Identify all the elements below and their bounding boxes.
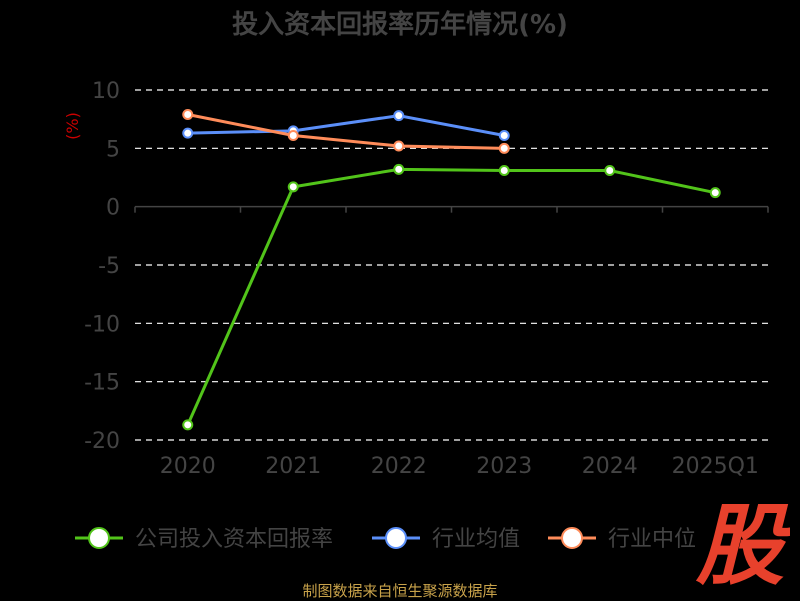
chart-title: 投入资本回报率历年情况(%) bbox=[232, 10, 568, 40]
series-group bbox=[182, 109, 721, 431]
legend-marker bbox=[88, 527, 110, 549]
y-tick-label: 0 bbox=[106, 196, 120, 221]
legend: 公司投入资本回报率 行业均值 行业中位 bbox=[75, 527, 696, 552]
data-point bbox=[393, 110, 405, 122]
y-tick-label: 10 bbox=[92, 79, 120, 104]
axes bbox=[134, 205, 769, 213]
y-tick-label: -15 bbox=[84, 371, 120, 396]
series-2 bbox=[182, 109, 510, 154]
series-0 bbox=[182, 163, 721, 431]
legend-label: 公司投入资本回报率 bbox=[135, 527, 333, 552]
y-tick-label: 5 bbox=[106, 137, 120, 162]
x-tick-label: 2023 bbox=[476, 454, 532, 479]
series-line bbox=[187, 114, 505, 137]
y-tick-label: -5 bbox=[98, 254, 120, 279]
x-tick-label: 2024 bbox=[582, 454, 638, 479]
y-tick-label: -20 bbox=[84, 429, 120, 454]
legend-marker bbox=[561, 527, 583, 549]
data-point bbox=[393, 140, 405, 152]
legend-label: 行业中位 bbox=[608, 527, 696, 552]
grid-lines bbox=[135, 89, 768, 441]
legend-item: 公司投入资本回报率 bbox=[75, 527, 333, 552]
legend-item: 行业均值 bbox=[372, 527, 520, 552]
series-line bbox=[187, 113, 505, 150]
data-point bbox=[604, 165, 616, 176]
data-source-note: 制图数据来自恒生聚源数据库 bbox=[302, 582, 498, 600]
x-tick-label: 2025Q1 bbox=[672, 454, 759, 479]
data-point bbox=[498, 165, 510, 176]
x-tick-label: 2022 bbox=[371, 454, 427, 479]
x-tick-label: 2020 bbox=[160, 454, 216, 479]
x-tick-labels: 2020 2021 2022 2023 2024 2025Q1 bbox=[160, 454, 759, 479]
data-point bbox=[498, 142, 510, 154]
data-point bbox=[287, 181, 299, 193]
legend-marker bbox=[385, 527, 407, 549]
data-point bbox=[287, 130, 299, 141]
y-axis-unit-label: (%) bbox=[63, 112, 82, 140]
data-point bbox=[709, 187, 721, 199]
series-line bbox=[186, 167, 716, 426]
stock-logo-icon: 股 bbox=[695, 498, 790, 590]
y-tick-label: -10 bbox=[84, 312, 120, 337]
data-point bbox=[182, 419, 194, 431]
series-1 bbox=[182, 110, 510, 141]
data-point bbox=[182, 109, 194, 120]
legend-label: 行业均值 bbox=[432, 527, 520, 552]
data-point bbox=[393, 163, 405, 175]
logo-glyph: 股 bbox=[695, 498, 790, 590]
y-tick-labels: 10 5 0 -5 -10 -15 -20 bbox=[84, 79, 120, 454]
data-point bbox=[498, 130, 510, 141]
legend-item: 行业中位 bbox=[548, 527, 696, 552]
data-point bbox=[182, 127, 194, 139]
x-tick-label: 2021 bbox=[265, 454, 321, 479]
